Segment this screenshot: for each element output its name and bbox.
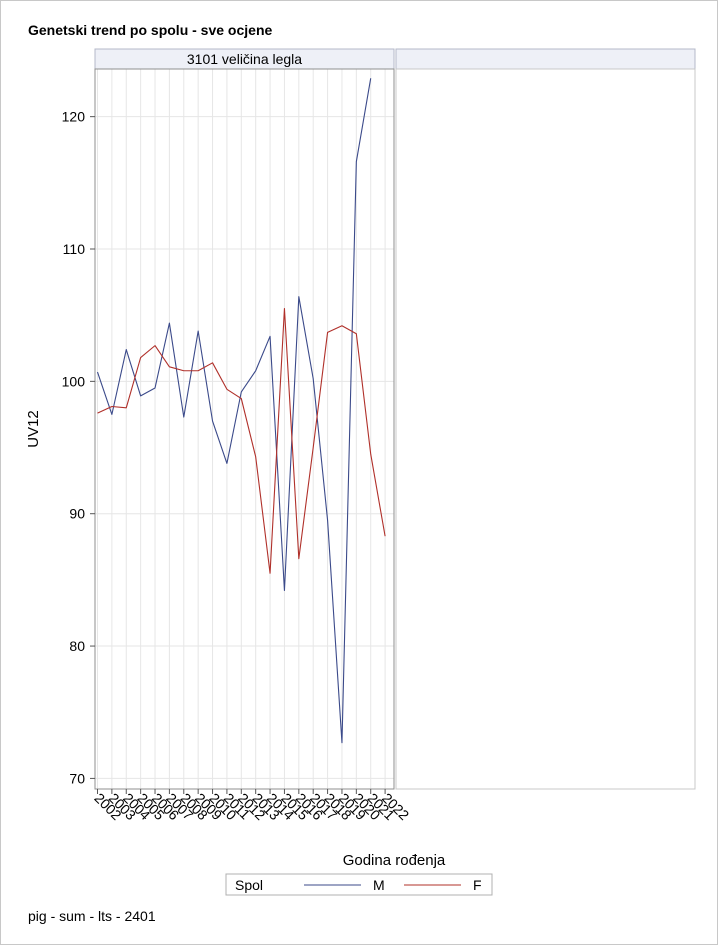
y-tick-label: 80 <box>69 638 85 654</box>
legend-label-m: M <box>373 877 385 893</box>
plot-area-right <box>395 68 696 790</box>
panel-label: 3101 veličina legla <box>187 51 302 67</box>
footnote: pig - sum - lts - 2401 <box>28 908 156 924</box>
legend-label-f: F <box>473 877 482 893</box>
y-tick-label: 120 <box>62 109 86 125</box>
y-tick-label: 100 <box>62 373 86 389</box>
chart-title: Genetski trend po spolu - sve ocjene <box>28 22 272 38</box>
y-tick-label: 70 <box>69 770 85 786</box>
y-axis: 70 80 90 100 110 120 <box>62 109 95 786</box>
plot-area-left <box>94 68 395 790</box>
legend: Spol M F <box>225 873 493 896</box>
legend-title: Spol <box>235 877 263 893</box>
y-axis-label: UV12 <box>25 410 42 448</box>
series-line-m <box>96 78 372 744</box>
y-tick-label: 110 <box>63 241 86 257</box>
grid-lines <box>95 69 394 789</box>
x-axis-label: Godina rođenja <box>343 852 446 869</box>
series-line-f <box>97 308 386 574</box>
series-lines <box>96 78 386 744</box>
x-axis: 2002200320042005200620072008200920102011… <box>91 789 412 823</box>
panel-header-right <box>395 48 696 70</box>
y-tick-label: 90 <box>69 506 85 522</box>
